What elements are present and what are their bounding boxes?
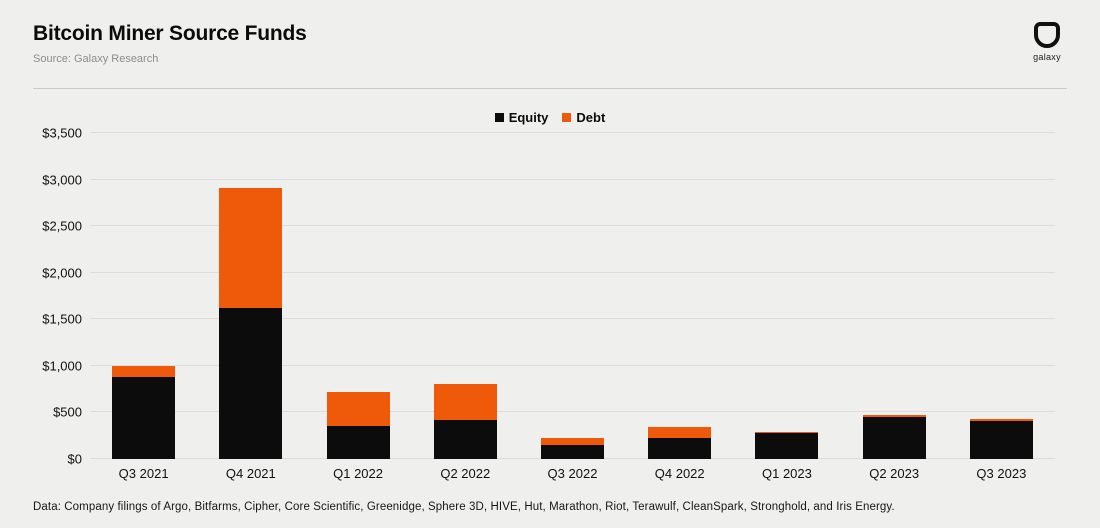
y-axis-label: $0 <box>67 451 82 467</box>
x-axis-label: Q1 2022 <box>333 466 383 481</box>
bar-group <box>304 133 411 459</box>
data-note: Data: Company filings of Argo, Bitfarms,… <box>33 501 895 513</box>
bar-segment-debt <box>112 365 176 377</box>
bar-segment-equity <box>969 421 1033 459</box>
legend-label: Debt <box>576 110 606 125</box>
stacked-bar <box>755 133 819 459</box>
legend-item-equity: Equity <box>494 110 549 125</box>
legend-swatch-equity <box>494 113 504 122</box>
gridline <box>90 364 1055 366</box>
bar-segment-equity <box>219 308 283 459</box>
y-axis-label: $500 <box>53 404 82 420</box>
x-axis-label: Q4 2021 <box>225 466 276 481</box>
bar-group <box>733 133 840 459</box>
bar-group <box>626 133 733 459</box>
galaxy-logo-text: galaxy <box>1033 52 1061 62</box>
bar-segment-equity <box>862 417 926 459</box>
stacked-bar <box>540 133 604 459</box>
y-axis-label: $3,000 <box>42 172 82 188</box>
bar-group <box>519 133 626 459</box>
bar-segment-equity <box>112 376 176 459</box>
x-axis-label: Q2 2023 <box>869 466 920 481</box>
header-divider <box>33 88 1067 89</box>
bar-segment-equity <box>326 426 390 459</box>
y-axis-label: $2,500 <box>42 218 82 234</box>
bar-segment-debt <box>648 426 712 439</box>
legend-swatch-debt <box>562 113 572 122</box>
gridline <box>90 271 1055 273</box>
y-axis: $0 $500 $1,000 $1,500 $2,000 $2,500 $3,000 $3,5… <box>26 126 82 467</box>
stacked-bar <box>862 133 926 459</box>
bar-segment-debt <box>326 392 390 427</box>
bar-segment-equity <box>755 433 819 459</box>
gridline <box>90 132 1055 133</box>
stacked-bar <box>219 133 283 459</box>
bar-group <box>948 133 1055 459</box>
gridline <box>90 411 1055 413</box>
gridline <box>90 318 1055 320</box>
bar-group <box>412 133 519 459</box>
bar-group <box>841 133 948 459</box>
stacked-bar <box>112 133 176 459</box>
chart-header: Bitcoin Miner Source Funds Source: Galax… <box>33 22 307 65</box>
bar-segment-debt <box>755 432 819 434</box>
bar-segment-debt <box>862 414 926 418</box>
bar-segment-equity <box>648 438 712 459</box>
page-title: Bitcoin Miner Source Funds <box>33 22 307 45</box>
x-axis: Q3 2021 Q4 2021 Q1 2022 Q2 2022 Q3 2022 Q4 20… <box>90 466 1055 481</box>
x-axis-label: Q4 2022 <box>654 466 705 481</box>
plot-area <box>90 132 1055 459</box>
y-axis-label: $1,000 <box>42 358 82 374</box>
legend-item-debt: Debt <box>562 110 605 125</box>
chart-legend: Equity Debt <box>0 110 1100 125</box>
x-axis-label: Q1 2023 <box>761 466 812 481</box>
bar-group <box>90 133 197 459</box>
gridline <box>90 225 1055 227</box>
stacked-bar <box>969 133 1033 459</box>
bar-segment-equity <box>433 419 497 459</box>
x-axis-label: Q3 2022 <box>547 466 598 481</box>
galaxy-logo: galaxy <box>1024 22 1070 62</box>
x-axis-label: Q2 2022 <box>440 466 491 481</box>
galaxy-logo-icon <box>1034 22 1060 48</box>
stacked-bar <box>326 133 390 459</box>
bar-segment-debt <box>540 437 604 445</box>
bar-group <box>197 133 304 459</box>
y-axis-label: $1,500 <box>42 311 82 327</box>
gridline <box>90 178 1055 180</box>
x-axis-label: Q3 2021 <box>118 466 169 481</box>
y-axis-label: $2,000 <box>42 265 82 281</box>
y-axis-label: $3,500 <box>42 125 82 141</box>
legend-label: Equity <box>508 110 549 125</box>
stacked-bar <box>648 133 712 459</box>
bar-segment-equity <box>540 444 604 459</box>
bar-segment-debt <box>969 418 1033 422</box>
source-caption: Source: Galaxy Research <box>33 53 159 65</box>
stacked-bar <box>433 133 497 459</box>
x-axis-label: Q3 2023 <box>976 466 1027 481</box>
bar-segment-debt <box>433 383 497 420</box>
bar-segment-debt <box>219 187 283 309</box>
bar-series-container <box>90 133 1055 459</box>
